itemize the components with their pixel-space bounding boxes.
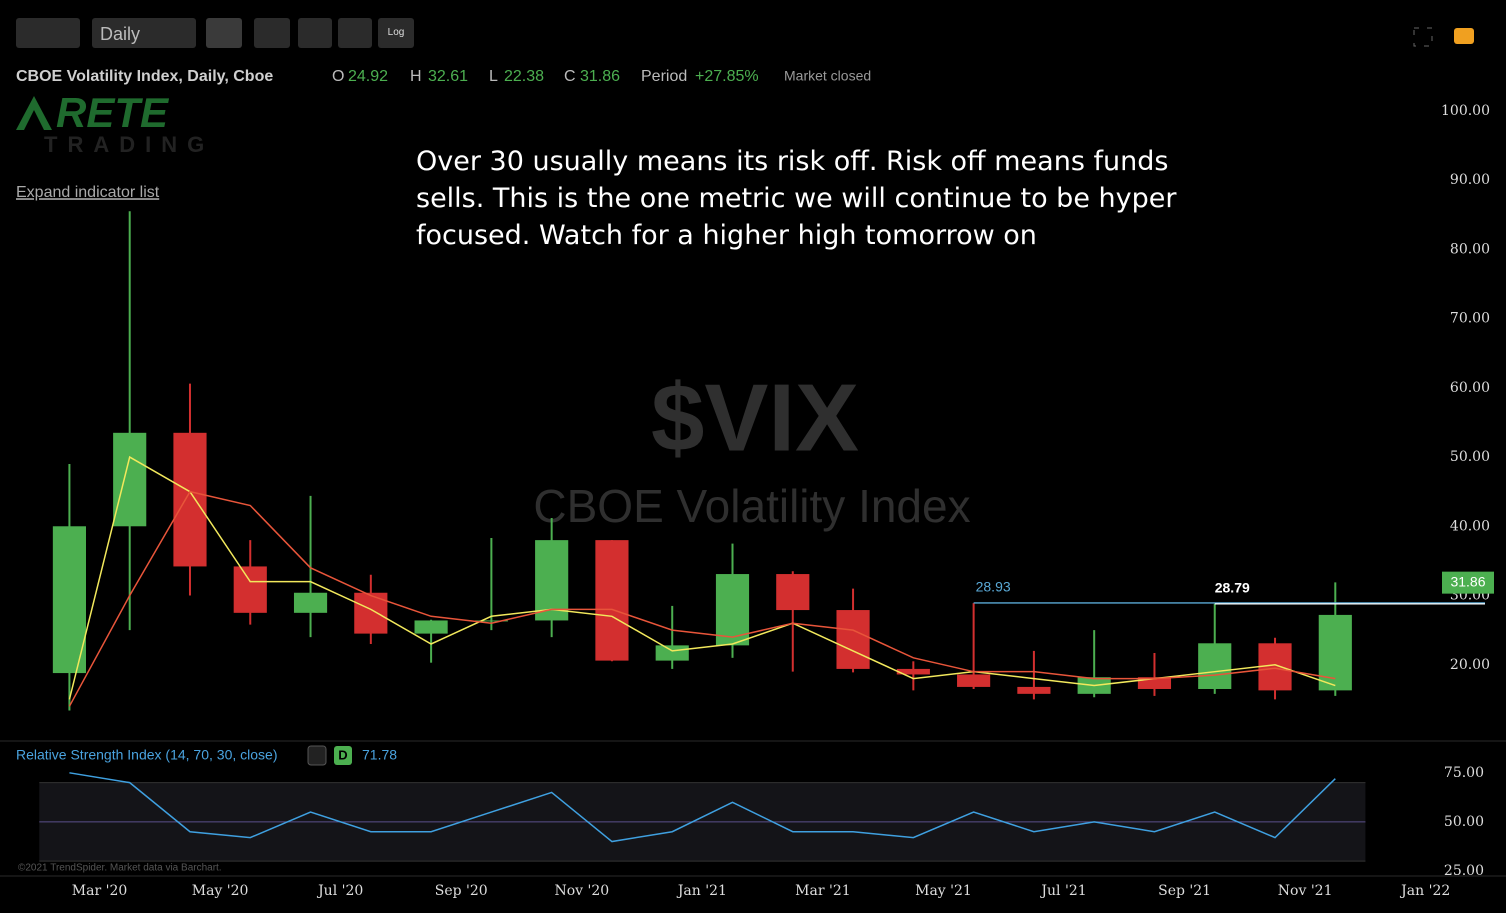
settings-button[interactable]	[206, 18, 242, 48]
header: CBOE Volatility Index, Daily, Cboe O 24.…	[16, 68, 871, 86]
interval-button[interactable]	[92, 18, 196, 48]
x-tick-label: Sep '21	[1158, 883, 1211, 899]
period-label: Period	[641, 68, 687, 85]
annotation: Over 30 usually means its risk off. Risk…	[416, 146, 1177, 251]
candle-body	[293, 592, 328, 613]
x-tick-label: Jan '21	[676, 883, 727, 899]
status: Market closed	[784, 68, 871, 84]
candle-body	[414, 620, 448, 634]
candle-body	[1017, 686, 1051, 694]
candle-body	[113, 432, 147, 527]
x-tick-label: Nov '20	[554, 883, 609, 899]
rsi-badge: D	[338, 747, 347, 762]
x-tick-label: Mar '21	[795, 883, 851, 899]
level-label: 28.93	[976, 579, 1011, 595]
y-tick-label: 20.00	[1450, 657, 1490, 673]
low: 22.38	[504, 68, 544, 85]
x-tick-label: Sep '20	[435, 883, 488, 899]
expand-indicators[interactable]: Expand indicator list	[16, 184, 160, 201]
crosshair-button[interactable]	[338, 18, 372, 48]
rsi-current: 71.78	[362, 747, 397, 763]
clock-button[interactable]	[298, 18, 332, 48]
last-price-box	[1442, 571, 1494, 594]
last-price: 31.86	[1450, 573, 1485, 589]
rsi-line	[69, 772, 1336, 843]
candle-body	[474, 620, 508, 622]
y-tick-label: 60.00	[1450, 380, 1490, 396]
interval-label: Daily	[100, 24, 141, 44]
fullscreen-icon[interactable]	[1413, 27, 1433, 47]
high: 32.61	[428, 68, 468, 85]
candle-body	[1198, 643, 1232, 689]
candle-body	[957, 674, 991, 687]
candle-body	[595, 540, 629, 661]
candle-body	[1137, 677, 1172, 689]
x-tick-label: May '21	[915, 883, 972, 899]
period: +27.85%	[695, 68, 759, 85]
y-tick-label: 75.00	[1444, 765, 1484, 781]
candle-body	[655, 645, 689, 661]
c-label: C	[564, 68, 576, 85]
open: 24.92	[348, 68, 388, 85]
y-tick-label: 100.00	[1441, 103, 1490, 119]
symbol: CBOE Volatility Index, Daily, Cboe	[16, 68, 273, 85]
watermark-name: CBOE Volatility Index	[533, 480, 970, 532]
x-tick-label: May '20	[192, 883, 249, 899]
rsi-badge-box[interactable]	[334, 746, 352, 765]
candle-body	[1318, 614, 1352, 691]
y-tick-label: 40.00	[1450, 518, 1490, 534]
camera-icon[interactable]	[1454, 28, 1474, 44]
candle-body	[535, 540, 569, 621]
rsi-title: Relative Strength Index (14, 70, 30, clo…	[16, 747, 277, 763]
candle-body	[1258, 643, 1292, 691]
candle-body	[52, 526, 86, 674]
candle-body	[836, 610, 870, 669]
axes: 20.0030.0040.0050.0060.0070.0080.0090.00…	[72, 103, 1494, 899]
l-label: L	[489, 68, 498, 85]
logo-mark	[16, 96, 52, 130]
rsi-plot	[39, 772, 1366, 862]
x-tick-label: Nov '21	[1278, 883, 1333, 899]
moving-average	[68, 490, 1336, 707]
candle-body	[896, 668, 930, 675]
x-tick-label: Jul '21	[1039, 883, 1086, 899]
x-tick-label: Jul '20	[316, 883, 363, 899]
logo-name: RETE	[56, 89, 170, 136]
candle-body	[715, 574, 750, 646]
watermark-symbol: $VIX	[651, 364, 859, 471]
candle-body	[173, 432, 207, 567]
y-tick-label: 80.00	[1450, 241, 1490, 257]
o-label: O	[332, 68, 344, 85]
footer: ©2021 TrendSpider. Market data via Barch…	[18, 863, 222, 874]
rsi-menu[interactable]	[307, 745, 327, 766]
log-button[interactable]: Log	[378, 18, 414, 48]
x-tick-label: Mar '20	[72, 883, 128, 899]
moving-average	[68, 455, 1336, 700]
main-plot	[52, 211, 1485, 711]
logo-sub: TRADING	[44, 132, 214, 157]
y-tick-label: 90.00	[1450, 172, 1490, 188]
h-label: H	[410, 68, 422, 85]
y-tick-label: 25.00	[1444, 863, 1484, 879]
level-label: 28.79	[1215, 580, 1250, 596]
candle-body	[776, 574, 810, 611]
y-tick-label: 70.00	[1450, 311, 1490, 327]
chart-type-button[interactable]	[16, 18, 80, 48]
candle-body	[233, 566, 267, 613]
draw-button[interactable]	[254, 18, 290, 48]
y-tick-label: 50.00	[1450, 449, 1490, 465]
y-tick-label: 50.00	[1444, 814, 1484, 830]
close: 31.86	[580, 68, 620, 85]
x-tick-label: Jan '22	[1399, 883, 1450, 899]
